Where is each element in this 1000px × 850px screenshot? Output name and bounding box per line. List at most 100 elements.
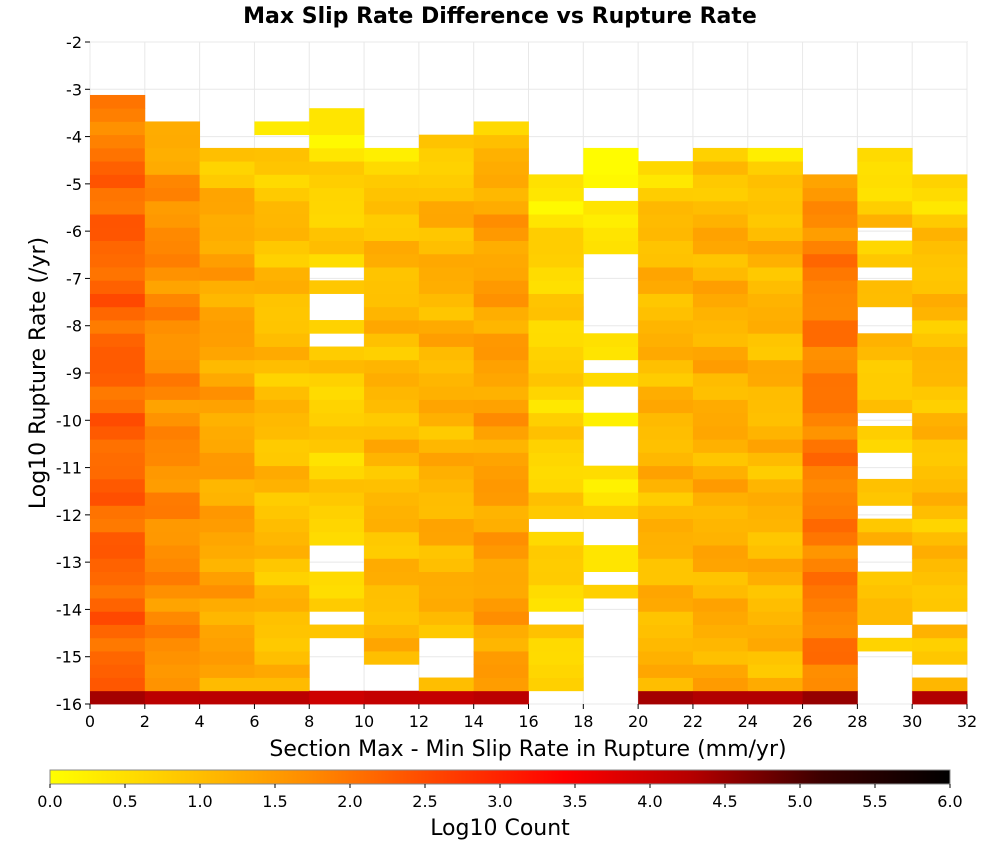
heatmap-cell: [692, 664, 749, 678]
heatmap-cell: [90, 518, 146, 533]
heatmap-cell: [528, 200, 584, 215]
heatmap-cell: [418, 333, 475, 347]
heatmap-cell: [364, 492, 420, 506]
heatmap-cell: [364, 253, 420, 268]
heatmap-cell: [254, 147, 310, 162]
heatmap-cell: [309, 280, 365, 294]
heatmap-cell: [857, 386, 913, 400]
heatmap-cell: [254, 214, 310, 228]
heatmap-cell: [254, 306, 310, 321]
heatmap-cell: [144, 333, 201, 347]
heatmap-cell: [364, 147, 420, 162]
heatmap-cell: [364, 584, 420, 599]
heatmap-cell: [747, 227, 803, 241]
heatmap-cell: [528, 253, 584, 268]
heatmap-cell: [912, 346, 968, 361]
heatmap-cell: [144, 134, 201, 149]
heatmap-cell: [747, 571, 803, 586]
heatmap-cell: [912, 293, 968, 308]
heatmap-cell: [802, 280, 858, 294]
y-tick-label: -10: [56, 411, 82, 430]
heatmap-cell: [528, 452, 584, 467]
heatmap-cell: [254, 346, 310, 361]
heatmap-cell: [199, 690, 255, 705]
heatmap-cell: [418, 677, 475, 692]
y-tick-label: -13: [56, 553, 82, 572]
heatmap-cell: [199, 492, 255, 506]
heatmap-cell: [638, 200, 694, 215]
heatmap-cell: [144, 637, 201, 652]
heatmap-cell: [418, 425, 475, 440]
heatmap-cell: [802, 373, 858, 387]
heatmap-cell: [638, 359, 694, 374]
heatmap-cell: [747, 386, 803, 400]
colorbar-tick-label: 6.0: [937, 792, 962, 811]
heatmap-cell: [857, 425, 913, 440]
heatmap-cell: [692, 399, 749, 414]
heatmap-cell: [528, 333, 584, 347]
heatmap-cell: [857, 478, 913, 493]
x-tick-label: 4: [195, 712, 205, 731]
heatmap-cell: [418, 492, 475, 506]
heatmap-cell: [144, 478, 201, 493]
heatmap-cell: [528, 664, 584, 678]
heatmap-cell: [583, 558, 639, 572]
heatmap-cell: [638, 267, 694, 281]
heatmap-cell: [90, 624, 146, 639]
x-tick-label: 26: [792, 712, 812, 731]
heatmap-cell: [199, 412, 255, 427]
heatmap-cell: [638, 373, 694, 387]
heatmap-cell: [309, 452, 365, 467]
x-tick-label: 24: [738, 712, 758, 731]
x-tick-label: 10: [354, 712, 374, 731]
heatmap-cell: [144, 253, 201, 268]
heatmap-cell: [638, 346, 694, 361]
heatmap-cell: [144, 214, 201, 228]
heatmap-cell: [418, 531, 475, 546]
heatmap-cell: [802, 333, 858, 347]
heatmap-cell: [309, 187, 365, 202]
heatmap-cell: [144, 651, 201, 665]
heatmap-cell: [473, 690, 529, 705]
heatmap-cell: [912, 280, 968, 294]
heatmap-cell: [418, 214, 475, 228]
heatmap-cell: [528, 425, 584, 440]
y-tick-label: -9: [66, 364, 82, 383]
heatmap-cell: [638, 452, 694, 467]
heatmap-cell: [583, 200, 639, 215]
heatmap-cell: [857, 253, 913, 268]
heatmap-cell: [199, 253, 255, 268]
heatmap-cell: [692, 637, 749, 652]
heatmap-cell: [309, 399, 365, 414]
heatmap-cell: [364, 624, 420, 639]
heatmap-cell: [638, 492, 694, 506]
heatmap-cell: [802, 465, 858, 480]
heatmap-cell: [692, 214, 749, 228]
heatmap-cell: [473, 677, 529, 692]
heatmap-cell: [638, 677, 694, 692]
colorbar-tick-label: 2.0: [337, 792, 362, 811]
heatmap-cell: [747, 306, 803, 321]
heatmap-cell: [473, 598, 529, 612]
heatmap-cell: [199, 280, 255, 294]
heatmap-cell: [692, 373, 749, 387]
colorbar: [49, 769, 951, 785]
heatmap-cell: [802, 598, 858, 612]
x-tick-label: 8: [304, 712, 314, 731]
heatmap-cell: [912, 359, 968, 374]
x-tick-label: 0: [85, 712, 95, 731]
heatmap-cell: [747, 492, 803, 506]
heatmap-cell: [144, 545, 201, 559]
heatmap-cell: [199, 399, 255, 414]
heatmap-cell: [528, 227, 584, 241]
heatmap-cell: [199, 373, 255, 387]
heatmap-cell: [90, 439, 146, 453]
heatmap-cell: [692, 187, 749, 202]
heatmap-cell: [90, 293, 146, 308]
heatmap-cell: [802, 227, 858, 241]
heatmap-cell: [638, 253, 694, 268]
heatmap-cell: [802, 253, 858, 268]
heatmap-cell: [583, 412, 639, 427]
heatmap-cell: [254, 425, 310, 440]
heatmap-cell: [583, 505, 639, 520]
